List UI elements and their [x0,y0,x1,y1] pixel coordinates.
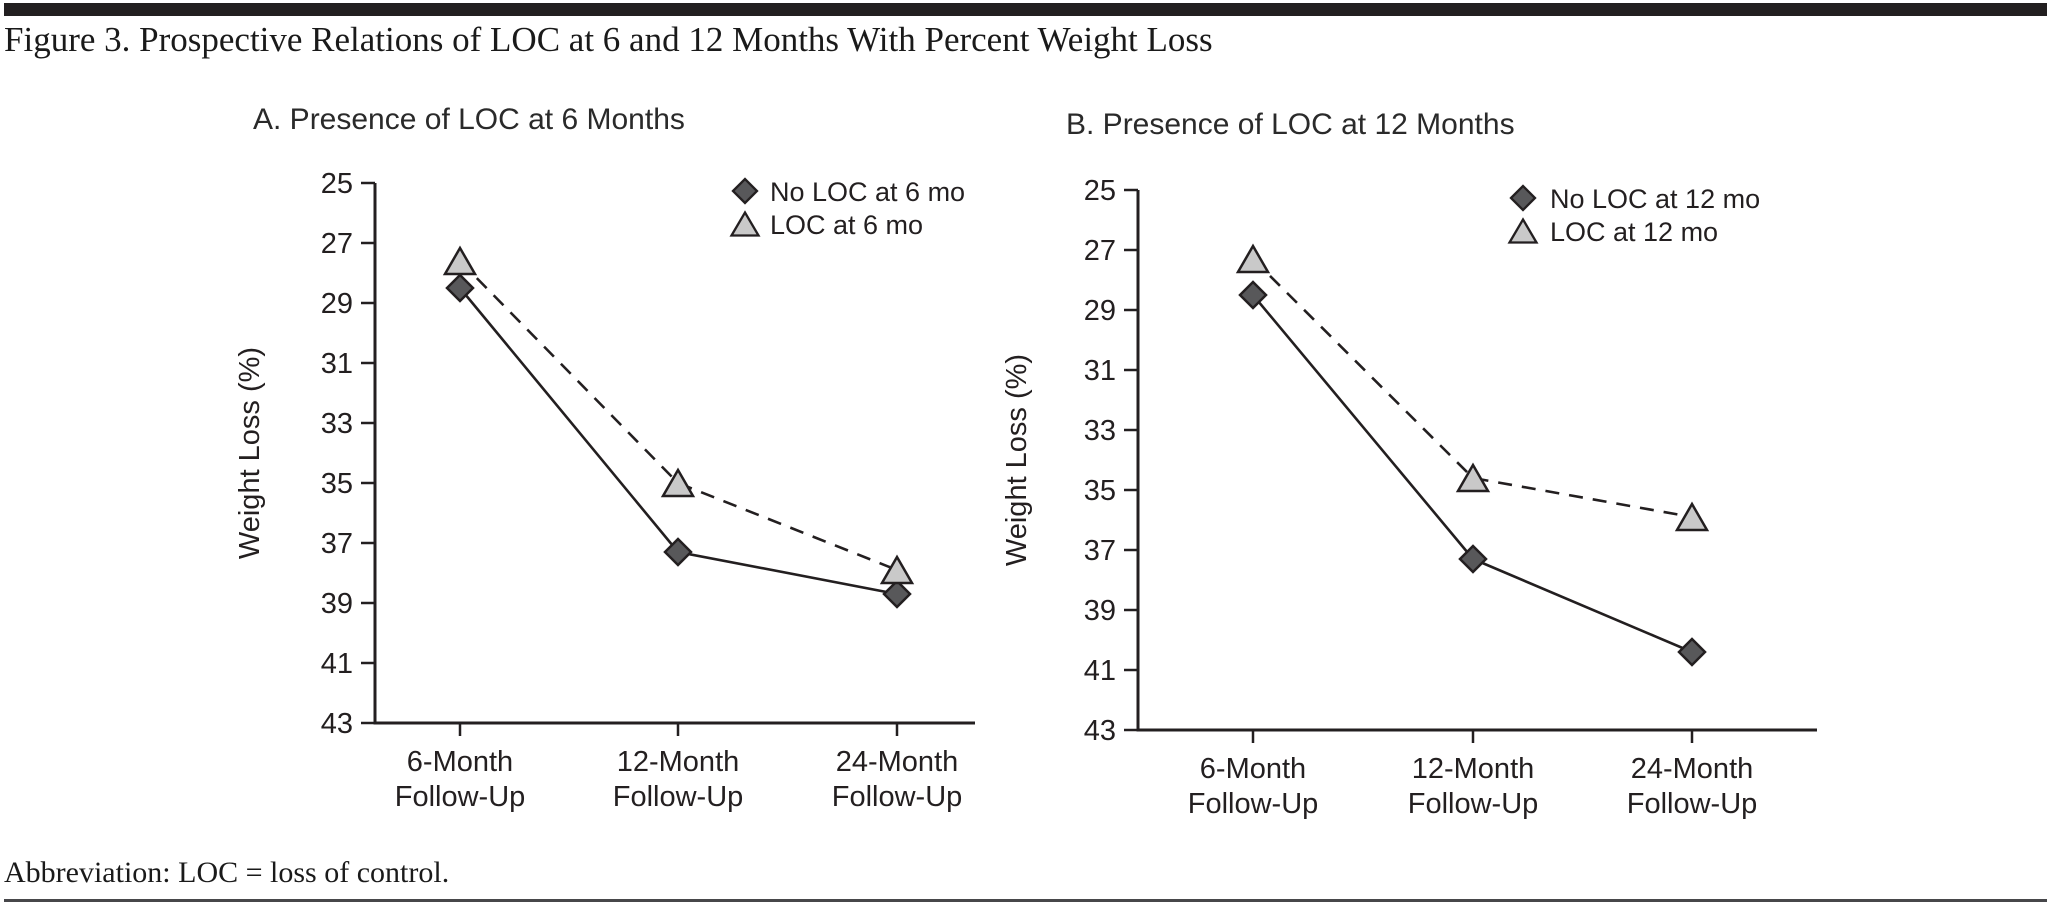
figure-title: Figure 3. Prospective Relations of LOC a… [4,20,1213,59]
y-tick-label: 25 [1084,175,1116,207]
abbreviation-note: Abbreviation: LOC = loss of control. [4,856,450,889]
y-tick-label: 33 [1084,415,1116,447]
diamond-marker [445,273,475,303]
triangle-marker [660,467,696,498]
legend-triangle-icon [729,210,761,237]
x-tick-label: Follow-Up [613,781,744,813]
y-tick-label: 37 [321,528,353,560]
triangle-marker [442,245,478,276]
y-tick-label: 33 [321,408,353,440]
x-tick-label: Follow-Up [1408,788,1539,820]
y-tick-label: 35 [321,468,353,500]
y-tick-label: 41 [1084,655,1116,687]
chart-panel-b: 252729313335373941436-MonthFollow-Up12-M… [1001,175,1817,820]
diamond-marker [1238,280,1268,310]
diamond-marker [882,579,912,609]
y-axis-title: Weight Loss (%) [235,347,266,559]
triangle-marker [1455,462,1491,493]
y-tick-label: 29 [1084,295,1116,327]
legend-label: LOC at 6 mo [770,210,923,240]
y-tick-label: 25 [321,168,353,200]
series-line [1252,258,1693,519]
diamond-marker [1458,544,1488,574]
legend-label: No LOC at 12 mo [1550,184,1760,214]
x-tick-label: 12-Month [1412,753,1535,785]
legend-label: No LOC at 6 mo [770,177,965,207]
legend-label: LOC at 12 mo [1550,217,1718,247]
legend-diamond-icon [1509,184,1537,212]
y-tick-label: 35 [1084,475,1116,507]
y-tick-label: 43 [321,708,353,740]
x-tick-label: 24-Month [836,746,959,778]
triangle-marker [879,554,915,585]
x-tick-label: Follow-Up [1627,788,1758,820]
legend-diamond-icon [731,177,759,205]
y-tick-label: 27 [321,228,353,260]
top-rule [4,3,2047,16]
diamond-marker [663,537,693,567]
bottom-rule [4,899,2047,902]
x-tick-label: 6-Month [1200,753,1306,785]
diamond-marker [1677,637,1707,667]
x-tick-label: Follow-Up [395,781,526,813]
chart-root: 252729313335373941436-MonthFollow-Up12-M… [1001,175,1817,820]
legend-triangle-icon [1507,217,1539,244]
x-tick-label: 24-Month [1631,753,1754,785]
x-tick-label: 12-Month [617,746,740,778]
y-tick-label: 31 [1084,355,1116,387]
y-tick-label: 39 [321,588,353,620]
y-tick-label: 37 [1084,535,1116,567]
chart-root: 252729313335373941436-MonthFollow-Up12-M… [235,168,975,813]
series-line [459,260,898,572]
x-tick-label: Follow-Up [1188,788,1319,820]
panel-a-title: A. Presence of LOC at 6 Months [253,103,685,136]
triangle-marker [1235,243,1271,274]
y-tick-label: 43 [1084,715,1116,747]
y-tick-label: 31 [321,348,353,380]
x-tick-label: 6-Month [407,746,513,778]
y-axis-title: Weight Loss (%) [1001,354,1033,566]
y-tick-label: 41 [321,648,353,680]
triangle-marker [1674,501,1710,532]
y-tick-label: 39 [1084,595,1116,627]
panel-b-title: B. Presence of LOC at 12 Months [1066,108,1515,141]
chart-panel-a: 252729313335373941436-MonthFollow-Up12-M… [235,168,975,813]
y-tick-label: 27 [1084,235,1116,267]
x-tick-label: Follow-Up [832,781,963,813]
y-tick-label: 29 [321,288,353,320]
